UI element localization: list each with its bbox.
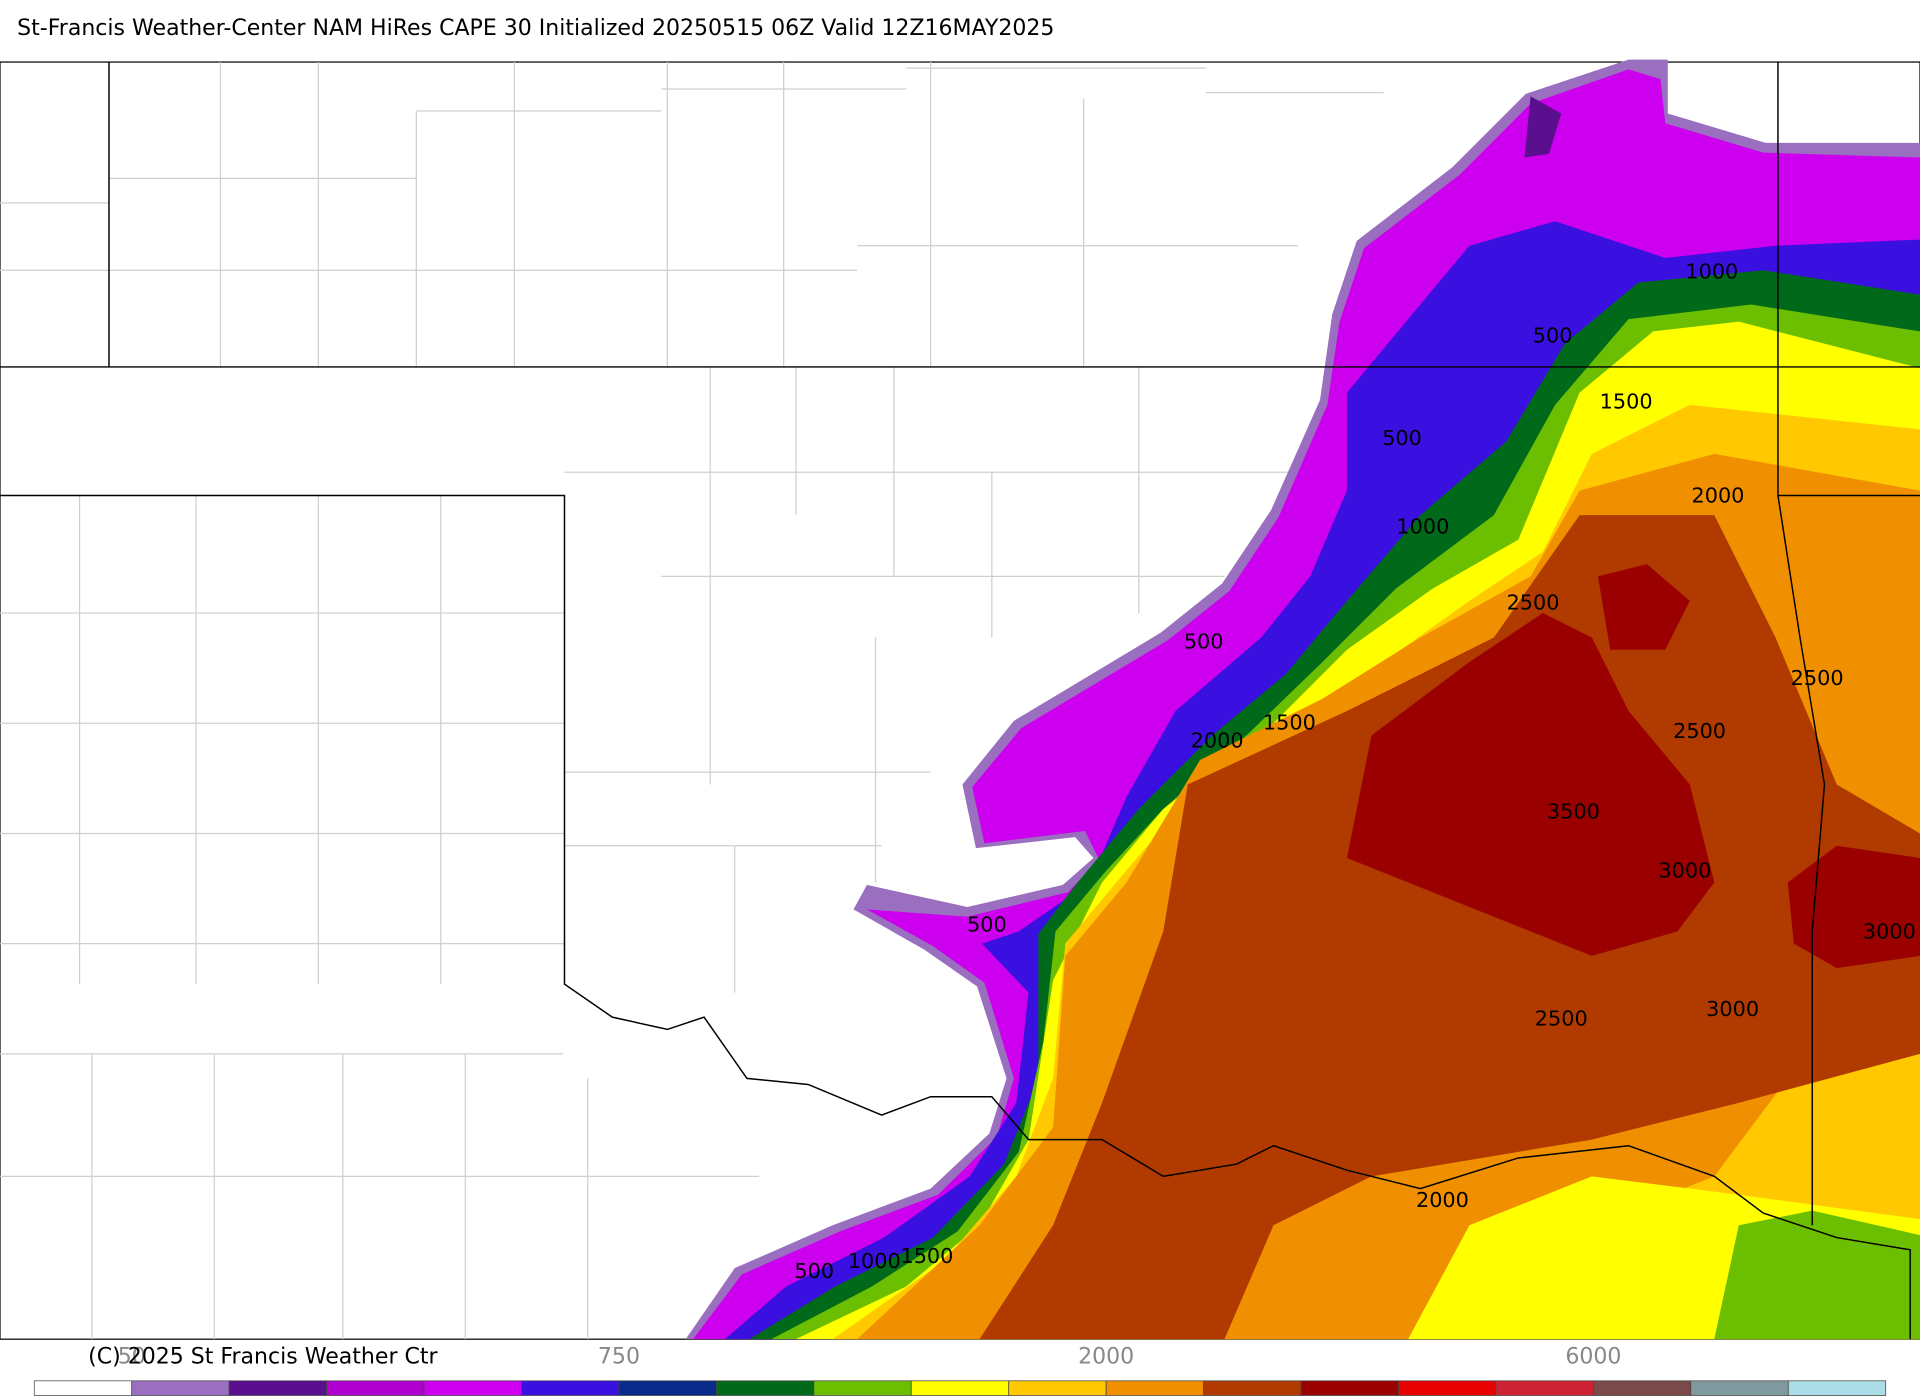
contour-label: 3000 — [1658, 858, 1711, 882]
contour-label: 2500 — [1507, 590, 1560, 614]
colorbar-swatch — [326, 1380, 425, 1396]
contour-label: 1000 — [1685, 260, 1738, 284]
contour-label: 1500 — [900, 1244, 953, 1268]
contour-label: 500 — [967, 912, 1007, 936]
colorbar-swatch — [910, 1380, 1010, 1396]
contour-label: 3500 — [1547, 800, 1600, 824]
contour-label: 2000 — [1691, 484, 1744, 508]
colorbar-swatch — [1787, 1380, 1887, 1396]
colorbar-swatch — [423, 1380, 522, 1396]
contour-label: 2500 — [1535, 1007, 1588, 1031]
contour-label: 3000 — [1863, 920, 1916, 944]
colorbar-swatch — [618, 1380, 717, 1396]
title: St-Francis Weather-Center NAM HiRes CAPE… — [17, 16, 1054, 41]
contour-labels: 1000 500 1500 500 2000 1000 2500 2500 500 1500 200… — [794, 260, 1915, 1283]
contour-label: 500 — [1382, 426, 1422, 450]
colorbar: 50 750 2000 6000 — [33, 1345, 1887, 1396]
county-lines — [0, 62, 1384, 1340]
contour-label: 500 — [1533, 323, 1573, 347]
contour-label: 2500 — [1673, 719, 1726, 743]
contour-label: 500 — [1184, 629, 1224, 653]
colorbar-swatch — [1203, 1380, 1302, 1396]
colorbar-swatch — [1593, 1380, 1692, 1396]
colorbar-swatch — [33, 1380, 133, 1396]
colorbar-label: 6000 — [1565, 1345, 1621, 1370]
colorbar-swatch — [1398, 1380, 1497, 1396]
contour-label: 2000 — [1416, 1188, 1469, 1212]
colorbar-swatch — [1105, 1380, 1204, 1396]
copyright: (C) 2025 St Francis Weather Ctr — [88, 1345, 438, 1370]
colorbar-swatch — [813, 1380, 912, 1396]
colorbar-swatch — [716, 1380, 815, 1396]
cape-fill — [685, 59, 1920, 1340]
colorbar-label: 750 — [598, 1345, 640, 1370]
contour-label: 3000 — [1706, 997, 1759, 1021]
contour-label: 1000 — [848, 1249, 901, 1273]
colorbar-label: 50 — [118, 1345, 146, 1370]
contour-label: 1000 — [1396, 514, 1449, 538]
contour-label: 1500 — [1600, 389, 1653, 413]
colorbar-swatch — [521, 1380, 620, 1396]
colorbar-label: 2000 — [1078, 1345, 1134, 1370]
contour-label: 500 — [794, 1259, 834, 1283]
contour-label: 2500 — [1791, 666, 1844, 690]
map-area — [0, 59, 1920, 1340]
contour-label: 2000 — [1191, 729, 1244, 753]
contour-label: 1500 — [1263, 710, 1316, 734]
colorbar-swatch — [228, 1380, 327, 1396]
colorbar-swatch — [1300, 1380, 1399, 1396]
colorbar-swatch — [1008, 1380, 1107, 1396]
colorbar-swatch — [131, 1380, 230, 1396]
colorbar-swatch — [1690, 1380, 1789, 1396]
state-lines — [0, 62, 1920, 1340]
colorbar-swatch — [1495, 1380, 1594, 1396]
